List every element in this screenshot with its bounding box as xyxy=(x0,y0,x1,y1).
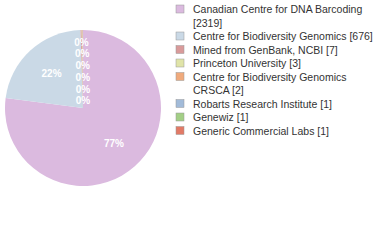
legend-line: Genewiz [1] xyxy=(193,111,249,123)
data-labels: 77%22%0%0%0%0%0%0% xyxy=(42,37,124,149)
legend-label: Robarts Research Institute [1] xyxy=(193,98,332,110)
pie xyxy=(5,30,161,186)
legend-swatch xyxy=(176,100,184,108)
legend-label: Canadian Centre for DNA Barcoding [2319] xyxy=(193,3,362,29)
data-label: 0% xyxy=(76,72,91,83)
chart: 77%22%0%0%0%0%0%0%Canadian Centre for DN… xyxy=(0,0,380,240)
pie-slice xyxy=(5,30,161,186)
legend-line: Mined from GenBank, NCBI [7] xyxy=(193,44,338,56)
legend-line: Robarts Research Institute [1] xyxy=(193,98,332,110)
data-label: 0% xyxy=(76,84,91,95)
legend-line: CRSCA [2] xyxy=(193,84,244,96)
legend-swatch xyxy=(176,5,184,13)
legend-line: Centre for Biodiversity Genomics xyxy=(193,71,346,83)
legend-label: Centre for Biodiversity Genomics [676] xyxy=(193,30,373,42)
legend-swatch xyxy=(176,73,184,81)
pie-slice xyxy=(6,30,83,108)
data-label: 0% xyxy=(75,60,90,71)
legend-line: Princeton University [3] xyxy=(193,57,301,69)
legend-swatch xyxy=(176,113,184,121)
legend-line: Canadian Centre for DNA Barcoding xyxy=(193,3,362,15)
legend-swatch xyxy=(176,32,184,40)
data-label: 22% xyxy=(42,68,62,79)
legend-label: Princeton University [3] xyxy=(193,57,301,69)
data-label: 0% xyxy=(74,37,89,48)
legend-line: Centre for Biodiversity Genomics [676] xyxy=(193,30,373,42)
legend-label: Generic Commercial Labs [1] xyxy=(193,125,329,137)
legend-label: Mined from GenBank, NCBI [7] xyxy=(193,44,338,56)
data-label: 77% xyxy=(104,138,124,149)
legend-swatch xyxy=(176,59,184,67)
legend-line: Generic Commercial Labs [1] xyxy=(193,125,329,137)
legend-label: Genewiz [1] xyxy=(193,111,249,123)
legend-line: [2319] xyxy=(193,17,222,29)
legend-swatch xyxy=(176,127,184,135)
legend-swatch xyxy=(176,46,184,54)
legend-label: Centre for Biodiversity GenomicsCRSCA [2… xyxy=(193,71,346,97)
data-label: 0% xyxy=(75,48,90,59)
data-label: 0% xyxy=(76,95,91,106)
legend: Canadian Centre for DNA Barcoding[2319]C… xyxy=(176,3,373,137)
